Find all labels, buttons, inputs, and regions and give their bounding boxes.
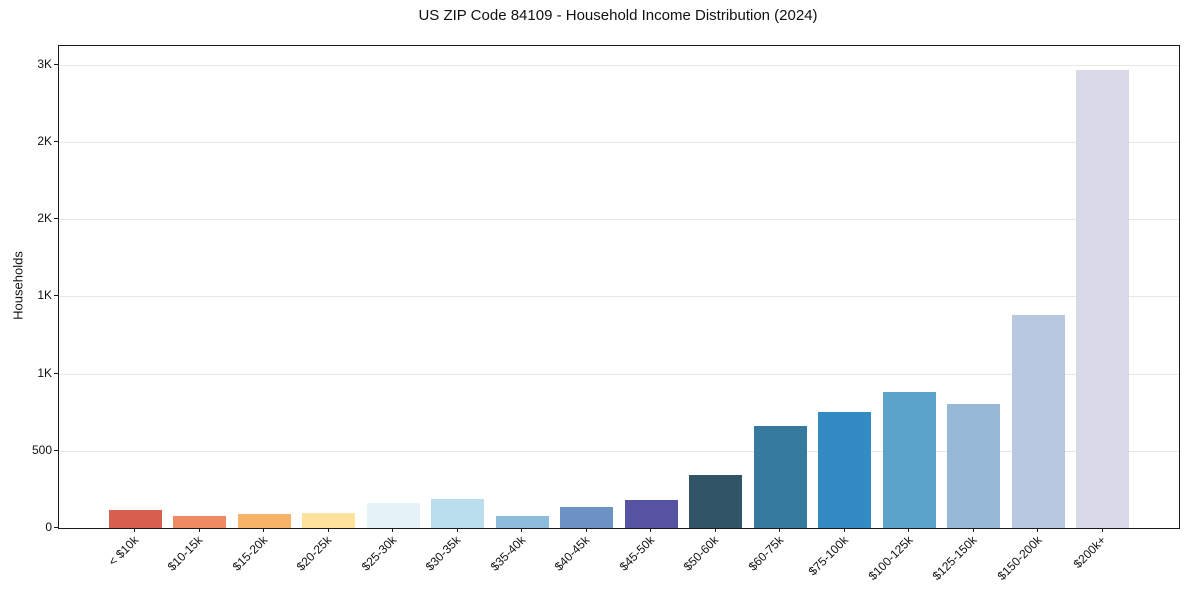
gridline-1000 [59,373,1179,375]
y-tick-label: 1K [37,288,52,303]
bar-$10-15k [173,516,227,528]
y-tick-mark [54,372,58,374]
x-tick-label: $40-45k [552,533,593,574]
x-tick-mark [392,528,394,532]
x-tick-mark [521,528,523,532]
x-tick-label: $100-125k [865,533,916,584]
bar-$200k+ [1076,69,1130,528]
y-tick-label: 500 [31,442,52,457]
y-tick-mark [54,63,58,65]
y-tick-mark [54,449,58,451]
x-tick-label: $125-150k [929,533,980,584]
bar-$35-40k [495,516,549,528]
y-axis-label: Households [10,251,26,320]
gridline-500 [59,450,1179,452]
bar-$20-25k [302,513,356,528]
y-tick-mark [54,140,58,142]
x-tick-mark [1101,528,1103,532]
x-tick-mark [263,528,265,532]
x-tick-label: $25-30k [358,533,400,574]
y-tick-mark [54,295,58,297]
x-tick-mark [456,528,458,532]
x-tick-mark [1037,528,1039,532]
bar-$45-50k [624,500,678,528]
x-tick-label: $50-60k [681,533,722,574]
gridline-3000 [59,64,1179,66]
bar-$50-60k [689,474,743,528]
y-tick-mark [54,527,58,528]
y-tick-label: 3K [37,56,52,71]
y-tick-label: 2K [37,133,52,148]
y-tick-label: 0 [45,520,52,534]
bar-$40-45k [560,507,614,528]
x-tick-mark [650,528,652,532]
x-tick-label: $10-15k [165,533,206,574]
x-tick-mark [843,528,845,532]
x-tick-mark [908,528,910,532]
bar-< $10k [108,509,162,528]
x-tick-label: $20-25k [294,533,335,574]
plot-area [58,45,1180,529]
x-tick-label: $200k+ [1070,533,1109,571]
y-tick-label: 2K [37,211,52,226]
y-tick-label: 1K [37,365,52,380]
x-tick-label: $35-40k [487,533,529,574]
x-tick-mark [327,528,329,532]
x-tick-label: $150-200k [994,533,1045,584]
bar-$60-75k [753,426,807,528]
gridline-2000 [59,219,1179,221]
bar-$30-35k [431,498,485,528]
chart-title: US ZIP Code 84109 - Household Income Dis… [418,7,818,24]
gridline-2500 [59,141,1179,143]
bar-$150-200k [1011,315,1065,528]
x-tick-label: $15-20k [229,533,271,574]
x-tick-mark [714,528,716,532]
x-tick-mark [134,528,136,532]
x-tick-label: $45-50k [616,533,658,574]
y-tick-mark [54,218,58,220]
x-tick-mark [585,528,587,532]
bar-$25-30k [366,502,420,528]
x-tick-label: $60-75k [745,533,787,574]
bar-$75-100k [818,411,872,528]
x-tick-mark [972,528,974,532]
x-tick-mark [198,528,200,532]
x-tick-label: $30-35k [423,533,464,574]
x-tick-label: < $10k [105,533,142,569]
x-tick-label: $75-100k [805,533,851,579]
bar-$15-20k [237,513,291,528]
x-tick-mark [779,528,781,532]
gridline-1500 [59,296,1179,298]
bar-$100-125k [882,391,936,528]
bar-$125-150k [947,403,1001,528]
